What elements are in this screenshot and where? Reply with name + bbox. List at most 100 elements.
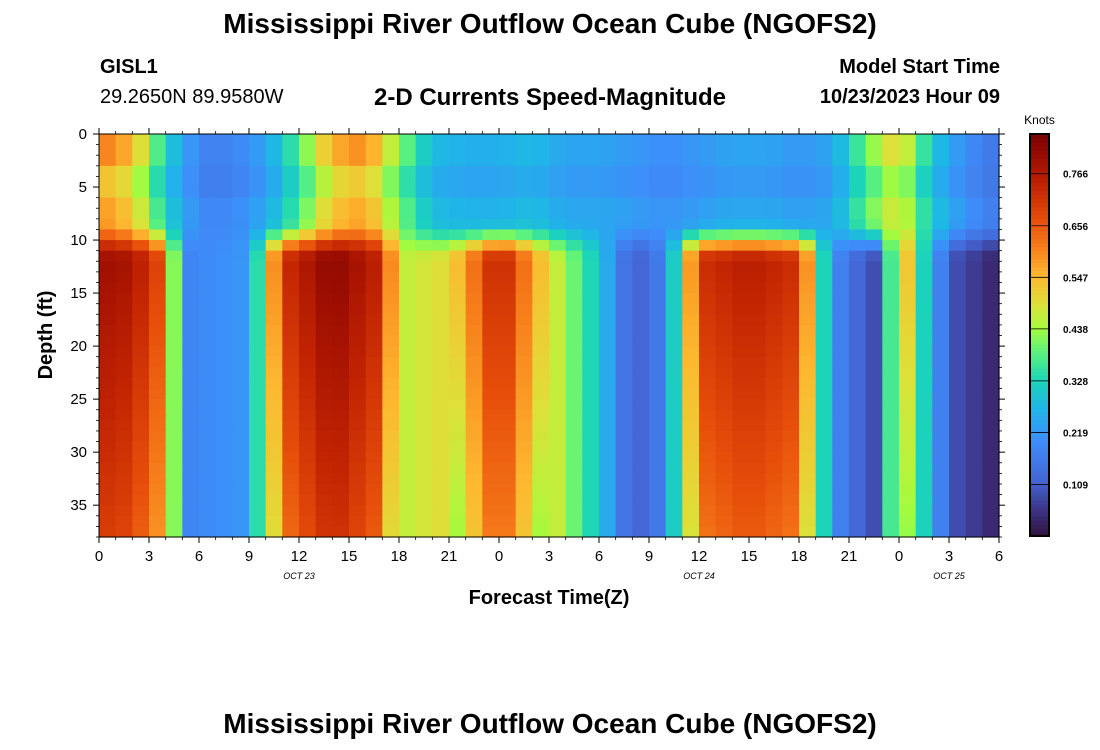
heatmap-cell <box>915 367 933 379</box>
heatmap-cell <box>649 505 667 517</box>
heatmap-cell <box>832 409 850 421</box>
heatmap-cell <box>382 505 400 517</box>
heatmap-cell <box>832 441 850 453</box>
heatmap-cell <box>849 165 867 178</box>
heatmap-cell <box>682 324 700 337</box>
heatmap-cell <box>299 208 317 220</box>
heatmap-cell <box>565 208 583 220</box>
heatmap-cell <box>165 473 183 485</box>
heatmap-cell <box>499 282 517 294</box>
heatmap-cell <box>199 399 217 411</box>
heatmap-cell <box>699 441 717 453</box>
heatmap-cell <box>949 293 967 305</box>
heatmap-cell <box>915 452 933 464</box>
heatmap-cell <box>965 187 983 199</box>
heatmap-cell <box>865 356 883 368</box>
heatmap-cell <box>632 261 650 273</box>
heatmap-cell <box>332 250 350 262</box>
heatmap-cell <box>949 441 967 453</box>
heatmap-cell <box>249 399 267 411</box>
heatmap-cell <box>182 356 200 368</box>
heatmap-cell <box>465 250 483 262</box>
heatmap-cell <box>315 441 333 453</box>
heatmap-cell <box>449 494 467 506</box>
heatmap-cell <box>865 218 883 231</box>
heatmap-cell <box>749 250 767 262</box>
heatmap-cell <box>865 409 883 421</box>
heatmap-cell <box>232 515 250 527</box>
heatmap-cell <box>249 441 267 453</box>
heatmap-cell <box>382 293 400 305</box>
heatmap-cell <box>549 303 567 315</box>
heatmap-cell <box>899 240 917 252</box>
heatmap-cell <box>432 229 450 241</box>
heatmap-cell <box>215 399 233 411</box>
heatmap-cell <box>982 229 1000 241</box>
colorbar-swatch <box>1030 351 1049 356</box>
heatmap-cell <box>732 409 750 421</box>
heatmap-cell <box>215 335 233 347</box>
heatmap-cell <box>632 134 650 146</box>
heatmap-cell <box>749 176 767 188</box>
colorbar-swatch <box>1030 475 1049 481</box>
heatmap-cell <box>882 462 900 474</box>
heatmap-cell <box>149 144 167 156</box>
heatmap-cell <box>549 144 567 156</box>
heatmap-cell <box>182 462 200 474</box>
heatmap-cell <box>132 134 150 146</box>
heatmap-cell <box>115 165 133 178</box>
heatmap-cell <box>399 176 417 188</box>
heatmap-cell <box>165 134 183 146</box>
heatmap-cell <box>715 483 733 496</box>
heatmap-cell <box>515 324 533 337</box>
heatmap-cell <box>782 473 800 485</box>
heatmap-cell <box>982 208 1000 220</box>
heatmap-cell <box>815 303 833 315</box>
heatmap-cell <box>732 229 750 241</box>
colorbar-swatch <box>1030 150 1049 155</box>
heatmap-cell <box>632 282 650 294</box>
heatmap-cell <box>915 483 933 496</box>
heatmap-cell <box>399 346 417 358</box>
heatmap-cell <box>115 356 133 368</box>
heatmap-cell <box>765 218 783 231</box>
heatmap-cell <box>915 430 933 443</box>
heatmap-cell <box>282 250 300 262</box>
heatmap-cell <box>549 335 567 347</box>
heatmap-cell <box>832 515 850 527</box>
heatmap-cell <box>315 526 333 538</box>
heatmap-cell <box>849 483 867 496</box>
heatmap-cell <box>965 271 983 284</box>
heatmap-cell <box>265 462 283 474</box>
heatmap-cell <box>599 229 617 241</box>
heatmap-cell <box>332 483 350 496</box>
heatmap-cell <box>682 155 700 167</box>
heatmap-cell <box>699 473 717 485</box>
heatmap-cell <box>199 134 217 146</box>
heatmap-cell <box>715 261 733 273</box>
heatmap-cell <box>465 409 483 421</box>
x-tick-label: 3 <box>945 548 953 565</box>
heatmap-cell <box>399 165 417 178</box>
heatmap-cell <box>949 144 967 156</box>
heatmap-cell <box>815 526 833 538</box>
heatmap-cell <box>615 261 633 273</box>
heatmap-cell <box>432 494 450 506</box>
heatmap-cell <box>932 261 950 273</box>
heatmap-cell <box>465 261 483 273</box>
heatmap-cell <box>699 494 717 506</box>
colorbar-swatch <box>1030 138 1049 143</box>
heatmap-cell <box>482 218 500 231</box>
heatmap-cell <box>932 155 950 167</box>
heatmap-cell <box>132 176 150 188</box>
heatmap-cell <box>549 314 567 326</box>
heatmap-cell <box>465 473 483 485</box>
heatmap-cell <box>99 303 117 315</box>
heatmap-cell <box>382 261 400 273</box>
heatmap-cell <box>832 420 850 432</box>
heatmap-cell <box>165 494 183 506</box>
heatmap-cell <box>665 452 683 464</box>
heatmap-cell <box>982 409 1000 421</box>
heatmap-cell <box>549 452 567 464</box>
station-name: GISL1 <box>100 56 158 78</box>
